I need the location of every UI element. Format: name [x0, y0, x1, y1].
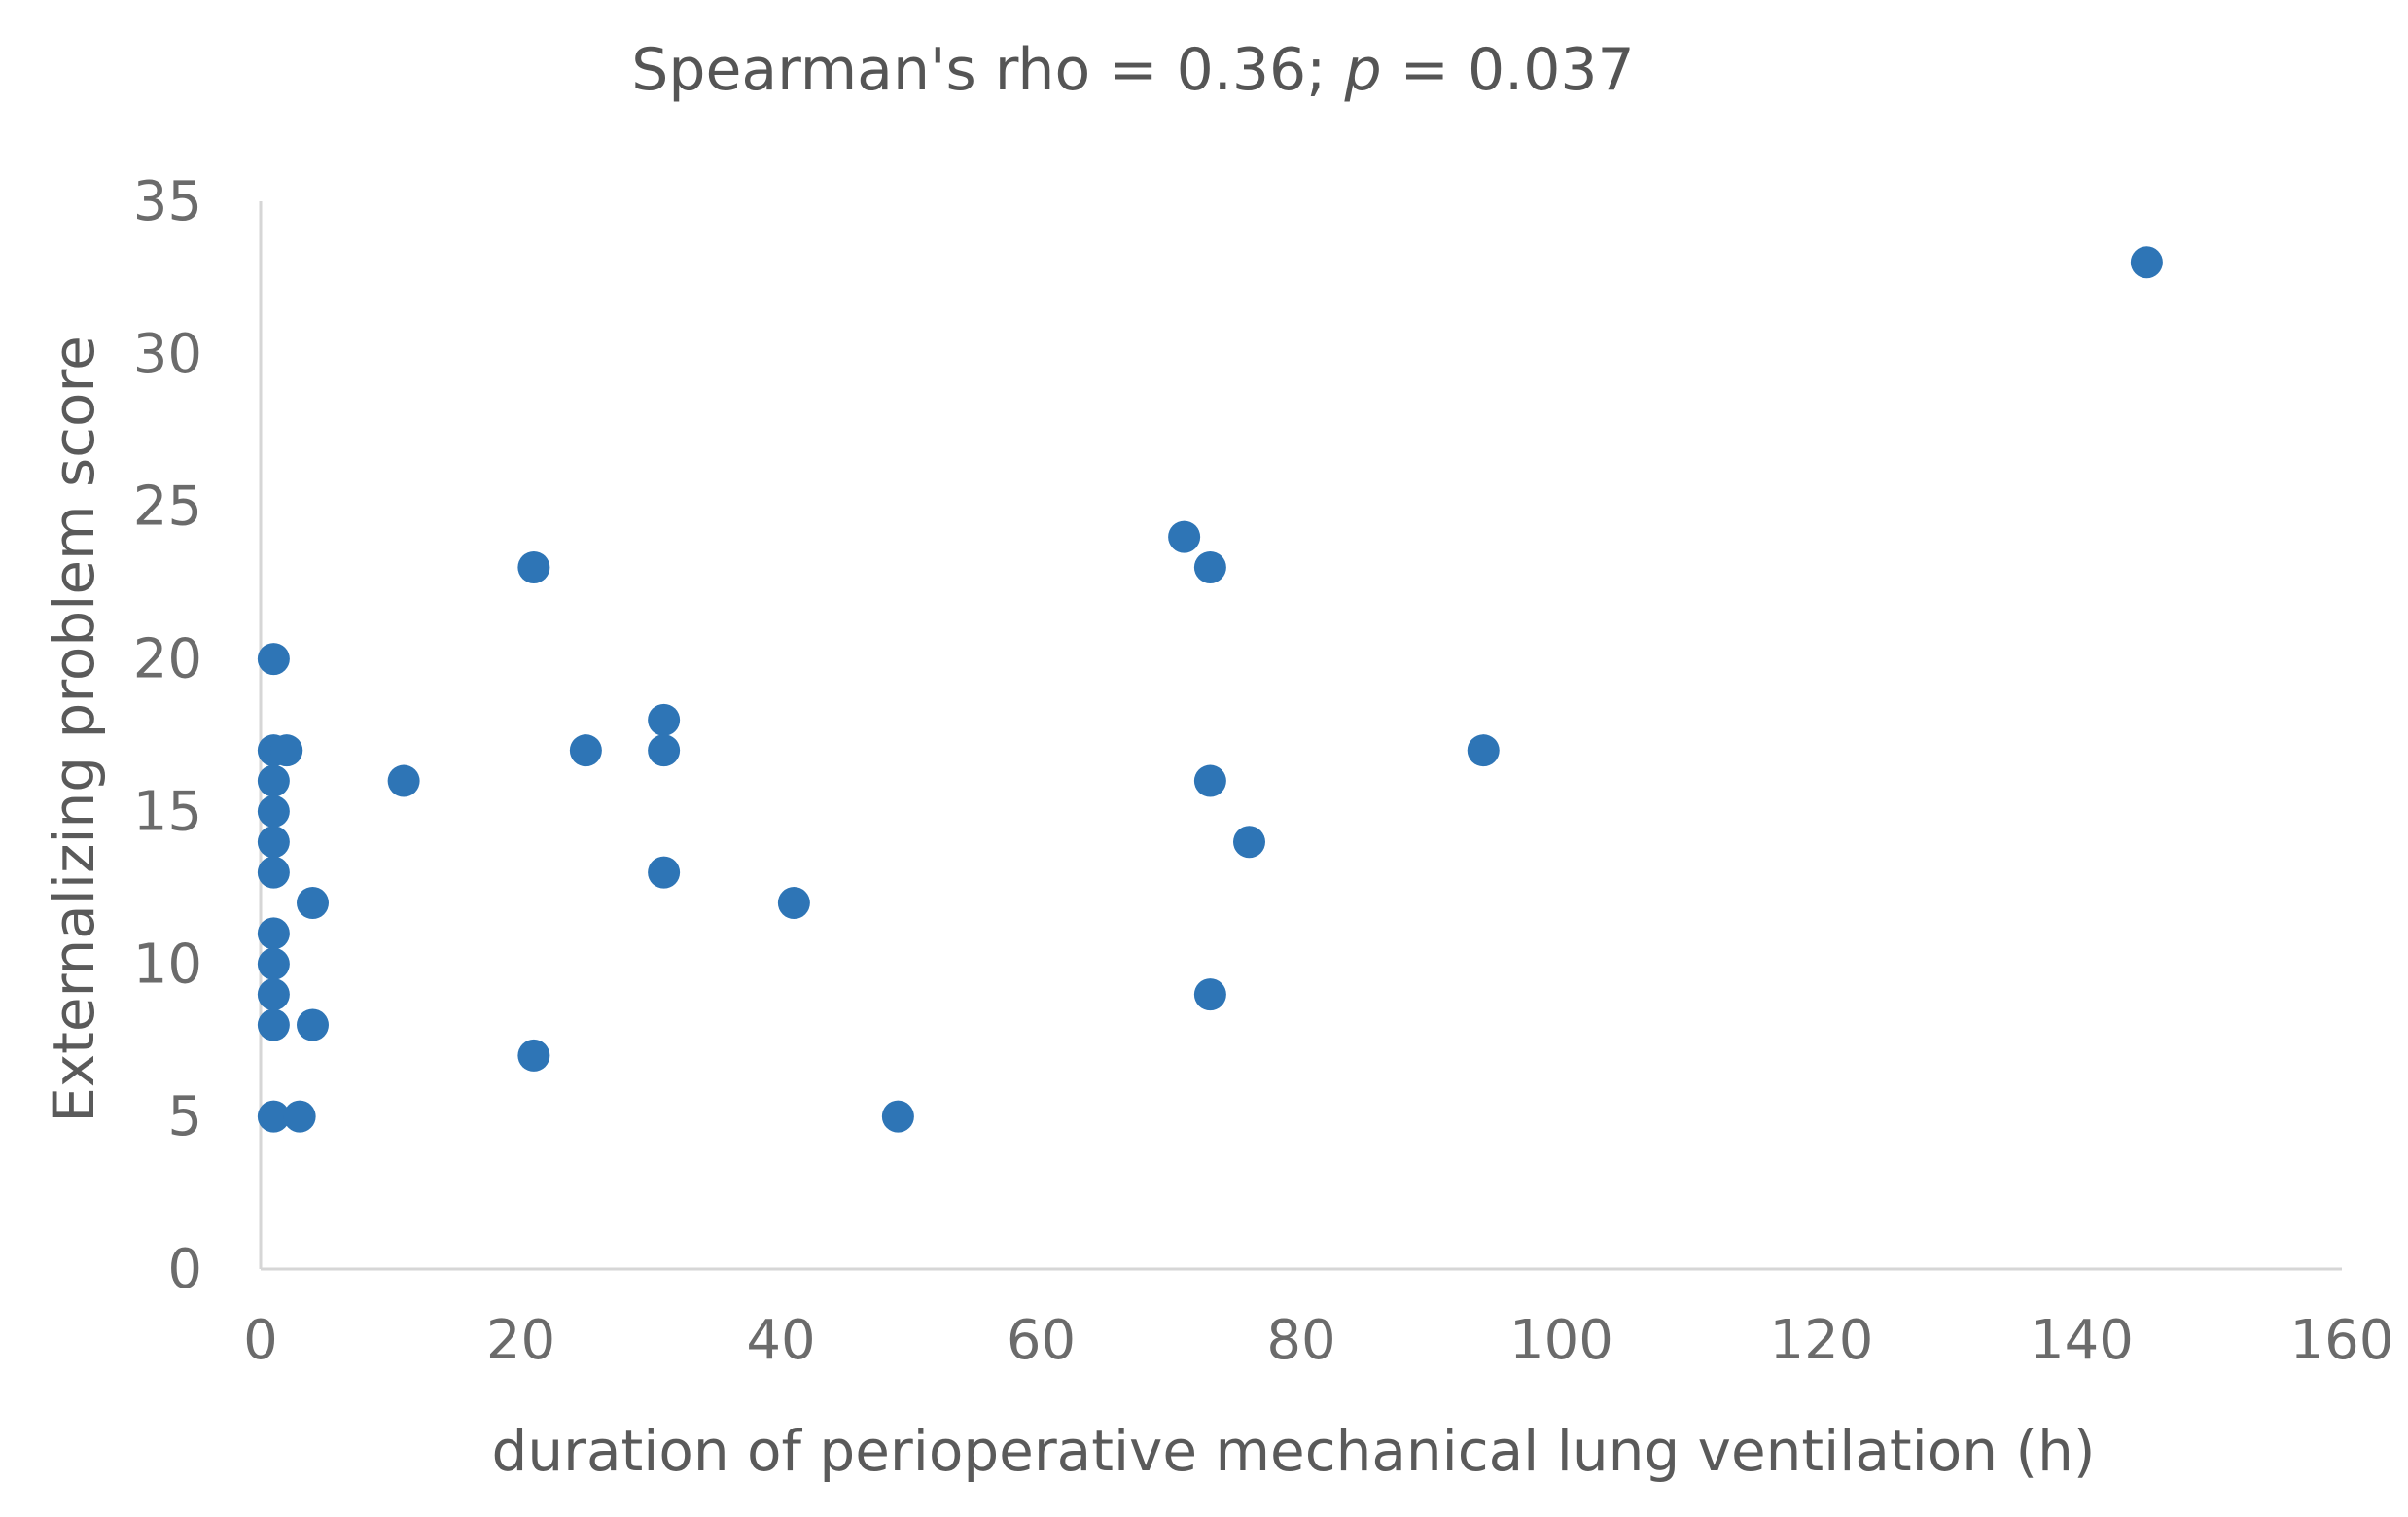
axes-group — [259, 201, 2342, 1271]
data-point — [1193, 550, 1226, 583]
data-point — [283, 1100, 316, 1133]
y-tick-label: 10 — [133, 933, 202, 996]
x-tick-label: 120 — [1770, 1309, 1874, 1372]
chart-title-main: Spearman's rho = 0.36; — [631, 36, 1344, 104]
x-tick-labels: 0 20 40 60 80 100 120 140 160 — [243, 1309, 2393, 1372]
y-tick-label: 15 — [133, 780, 202, 843]
data-point — [569, 734, 602, 767]
data-point — [648, 856, 681, 889]
data-point — [297, 887, 329, 920]
y-tick-labels: 0 5 10 15 20 25 30 35 — [133, 170, 202, 1301]
data-point — [297, 1008, 329, 1041]
data-point — [1168, 520, 1201, 553]
data-point — [257, 794, 290, 828]
y-tick-label: 35 — [133, 170, 202, 233]
data-point — [517, 1039, 550, 1072]
data-point — [2130, 246, 2163, 279]
y-tick-label: 20 — [133, 628, 202, 691]
data-point — [1193, 978, 1226, 1011]
y-tick-label: 25 — [133, 476, 202, 539]
data-point — [387, 764, 420, 797]
data-point — [257, 978, 290, 1011]
x-axis-title: duration of perioperative mechanical lun… — [492, 1418, 2096, 1484]
x-tick-label: 100 — [1509, 1309, 1613, 1372]
data-point — [1193, 764, 1226, 797]
data-point — [270, 734, 303, 767]
data-point — [1233, 826, 1265, 859]
x-tick-label: 0 — [243, 1309, 278, 1372]
data-point — [648, 734, 681, 767]
y-tick-label: 30 — [133, 323, 202, 386]
x-tick-label: 60 — [1007, 1309, 1076, 1372]
data-point — [257, 643, 290, 676]
data-point — [257, 856, 290, 889]
y-axis-title: Externalizing problem score — [41, 335, 107, 1123]
data-point — [777, 887, 810, 920]
data-point — [881, 1100, 914, 1133]
data-point — [257, 917, 290, 950]
data-point — [257, 1100, 290, 1133]
data-point — [257, 947, 290, 980]
x-tick-label: 40 — [746, 1309, 815, 1372]
data-point — [257, 1008, 290, 1041]
data-point — [257, 764, 290, 797]
y-tick-label: 5 — [167, 1085, 202, 1148]
data-point — [1467, 734, 1500, 767]
x-tick-label: 160 — [2290, 1309, 2394, 1372]
y-tick-label: 0 — [167, 1238, 202, 1301]
data-point — [648, 703, 681, 736]
data-points — [257, 246, 2163, 1133]
x-tick-label: 20 — [486, 1309, 555, 1372]
chart-title-italic: p — [1343, 36, 1381, 104]
chart-title-tail: = 0.037 — [1382, 36, 1635, 104]
data-point — [257, 826, 290, 859]
x-tick-label: 140 — [2030, 1309, 2134, 1372]
x-tick-label: 80 — [1266, 1309, 1335, 1372]
data-point — [517, 550, 550, 583]
chart-title: Spearman's rho = 0.36; p = 0.037 — [631, 36, 1634, 104]
